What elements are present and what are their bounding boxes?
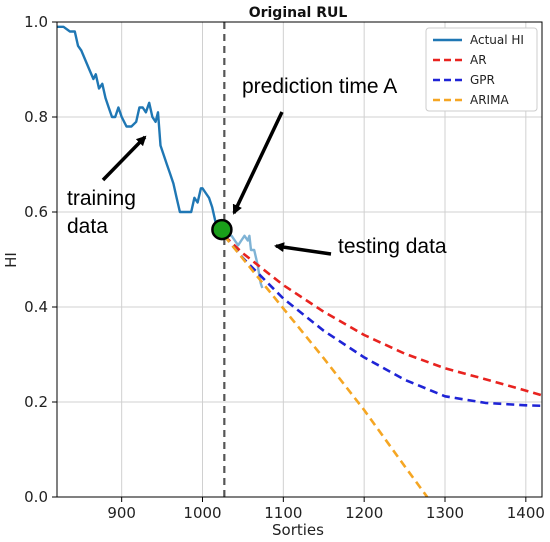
y-ticks: 0.0 0.2 0.4 0.6 0.8 1.0	[24, 13, 57, 506]
x-tick-label-2: 1100	[264, 504, 302, 522]
x-tick-label-0: 900	[107, 504, 136, 522]
y-axis-label: HI	[2, 252, 20, 268]
y-tick-label-4: 0.8	[24, 108, 48, 126]
x-axis-label: Sorties	[272, 521, 324, 539]
x-ticks: 900 1000 1100 1200 1300 1400	[107, 497, 545, 522]
series-actual-hi	[57, 25, 222, 223]
annotation-training-line1: training	[67, 187, 136, 210]
legend-label-arima: ARIMA	[470, 93, 509, 107]
annotation-testing-data: testing data	[338, 235, 447, 258]
annotations: prediction time A training data testing …	[67, 75, 447, 258]
y-tick-label-0: 0.0	[24, 488, 48, 506]
x-tick-label-5: 1400	[507, 504, 545, 522]
legend-label-actual-hi: Actual HI	[470, 33, 524, 47]
series-ar	[223, 234, 542, 397]
y-tick-label-5: 1.0	[24, 13, 48, 31]
series-gpr	[223, 234, 542, 408]
annotation-training-line2: data	[67, 215, 108, 238]
prediction-point-marker	[211, 218, 233, 241]
arrow-testing-data	[274, 242, 332, 256]
x-tick-label-1: 1000	[183, 504, 221, 522]
x-tick-label-4: 1300	[426, 504, 464, 522]
y-tick-label-3: 0.6	[24, 203, 48, 221]
legend-label-gpr: GPR	[470, 73, 495, 87]
y-tick-label-2: 0.4	[24, 298, 48, 316]
chart-title: Original RUL	[249, 5, 348, 21]
x-tick-label-3: 1200	[345, 504, 383, 522]
series-actual-hi-testing	[221, 230, 264, 289]
arrow-training-data	[101, 135, 147, 182]
annotation-prediction-time: prediction time A	[242, 75, 397, 98]
legend: Actual HI AR GPR ARIMA	[425, 27, 538, 112]
plot-frame	[56, 21, 543, 498]
y-tick-label-1: 0.2	[24, 393, 48, 411]
series-arima	[223, 234, 429, 497]
legend-box	[425, 27, 538, 112]
legend-label-ar: AR	[470, 53, 487, 67]
arrow-prediction-time	[232, 111, 284, 215]
